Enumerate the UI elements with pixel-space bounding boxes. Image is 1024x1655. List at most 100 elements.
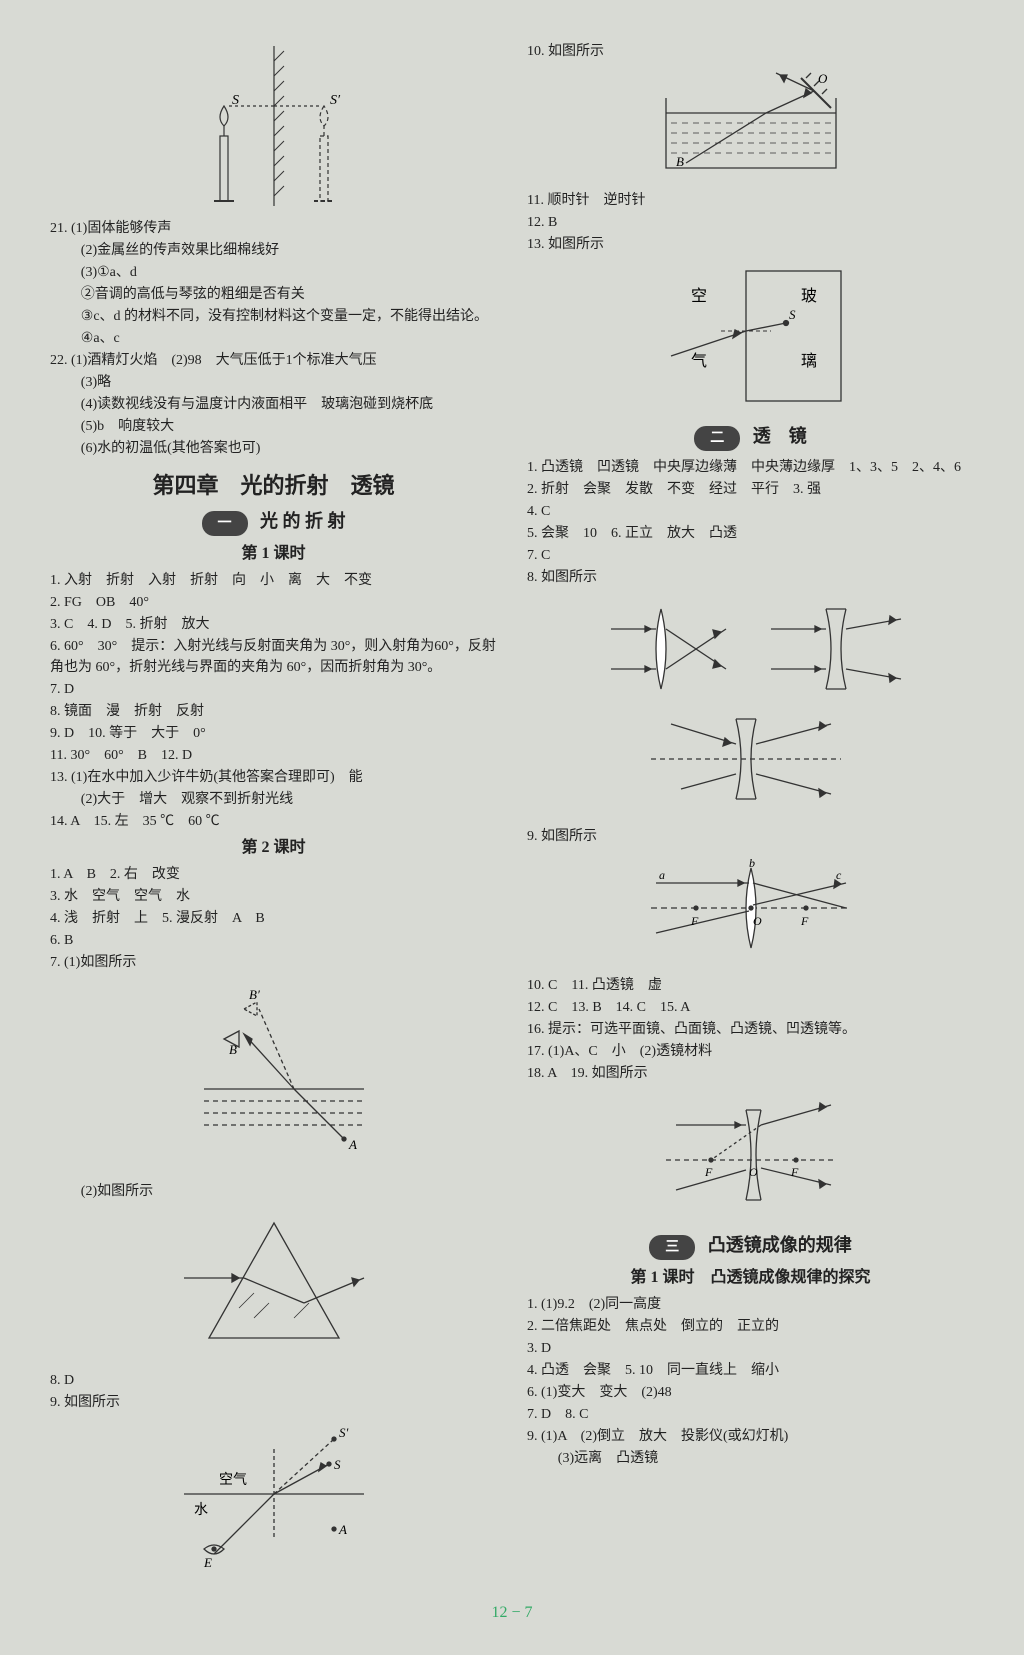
q21-4: ②音调的高低与琴弦的粗细是否有关	[50, 284, 497, 305]
l1-i13b: (2)大于 增大 观察不到折射光线	[50, 789, 497, 810]
q22-5: (6)水的初温低(其他答案也可)	[50, 438, 497, 459]
q21-3: (3)①a、d	[50, 262, 497, 283]
lens19-diagram: F O F	[527, 1090, 974, 1220]
label-b2: B	[676, 154, 684, 169]
chapter-title: 第四章 光的折射 透镜	[50, 469, 497, 502]
l1-i3: 3. C 4. D 5. 折射 放大	[50, 614, 497, 635]
lens9-diagram: a b c F F O	[527, 853, 974, 963]
l1-i2: 2. FG OB 40°	[50, 592, 497, 613]
l1-i11: 11. 30° 60° B 12. D	[50, 745, 497, 766]
label-e: E	[203, 1555, 212, 1569]
s2-i10: 10. C 11. 凸透镜 虚	[527, 975, 974, 996]
right-column: 10. 如图所示	[527, 40, 974, 1581]
label-s: S	[232, 93, 239, 108]
label-air: 空气	[219, 1472, 247, 1488]
page-columns: S S′ 21. (1)固体能够传声 (2)金属丝的传声效果比细棉线好 (3)①…	[50, 40, 974, 1581]
l1-i9: 9. D 10. 等于 大于 0°	[50, 723, 497, 744]
lesson-1-title: 第 1 课时	[50, 542, 497, 566]
s3-i9b: (3)远离 凸透镜	[527, 1448, 974, 1469]
l2-i6: 6. B	[50, 930, 497, 951]
s3-i1: 1. (1)9.2 (2)同一高度	[527, 1294, 974, 1315]
section-2-title: 透 镜	[753, 426, 807, 446]
q22-1: 22. (1)酒精灯火焰 (2)98 大气压低于1个标准大气压	[50, 350, 497, 371]
section-3-header: 三 凸透镜成像的规律	[527, 1232, 974, 1260]
q21-1: 21. (1)固体能够传声	[50, 218, 497, 239]
s3-i7: 7. D 8. C	[527, 1404, 974, 1425]
label-f3: F	[704, 1165, 713, 1179]
label-sp2: S′	[339, 1425, 349, 1440]
label-f2: F	[800, 914, 809, 928]
section-3-title: 凸透镜成像的规律	[708, 1235, 852, 1255]
l1-i7: 7. D	[50, 679, 497, 700]
l1-i14: 14. A 15. 左 35 ℃ 60 ℃	[50, 811, 497, 832]
s2-i12: 12. C 13. B 14. C 15. A	[527, 997, 974, 1018]
section-2-badge: 二	[694, 426, 740, 451]
label-bl: 气	[691, 352, 707, 370]
l2-i4: 4. 浅 折射 上 5. 漫反射 A B	[50, 908, 497, 929]
l1-i13a: 13. (1)在水中加入少许牛奶(其他答案合理即可) 能	[50, 767, 497, 788]
s3-i3: 3. D	[527, 1338, 974, 1359]
l2-i3: 3. 水 空气 空气 水	[50, 886, 497, 907]
s2-i18: 18. A 19. 如图所示	[527, 1063, 974, 1084]
label-s2: S	[334, 1457, 341, 1472]
label-a3: a	[659, 868, 665, 882]
l2-i7a: 7. (1)如图所示	[50, 952, 497, 973]
s3-i4: 4. 凸透 会聚 5. 10 同一直线上 缩小	[527, 1360, 974, 1381]
s2-i5: 5. 会聚 10 6. 正立 放大 凸透	[527, 523, 974, 544]
prism-diagram	[50, 1208, 497, 1358]
l1-i6: 6. 60° 30° 提示：入射光线与反射面夹角为 30°，则入射角为60°，反…	[50, 636, 497, 678]
section-3-badge: 三	[649, 1235, 695, 1260]
label-a2: A	[338, 1522, 347, 1537]
s2-i1: 1. 凸透镜 凹透镜 中央厚边缘薄 中央薄边缘厚 1、3、5 2、4、6	[527, 457, 974, 478]
airglass-diagram: 空 玻 气 璃 S	[527, 261, 974, 411]
left-column: S S′ 21. (1)固体能够传声 (2)金属丝的传声效果比细棉线好 (3)①…	[50, 40, 497, 1581]
label-sp: S′	[330, 93, 341, 108]
section-2-header: 二 透 镜	[527, 423, 974, 451]
q22-4: (5)b 响度较大	[50, 416, 497, 437]
label-s3: S	[789, 307, 796, 322]
l2-i8: 8. D	[50, 1370, 497, 1391]
lesson-3-title: 第 1 课时 凸透镜成像规律的探究	[527, 1266, 974, 1290]
lens3-diagram	[527, 594, 974, 814]
s2-i16: 16. 提示：可选平面镜、凸面镜、凸透镜、凹透镜等。	[527, 1019, 974, 1040]
label-f1: F	[690, 914, 699, 928]
label-b: B	[229, 1042, 237, 1057]
label-bp: B′	[249, 987, 260, 1002]
label-tr: 玻	[801, 287, 817, 305]
label-o2: O	[753, 914, 762, 928]
label-water: 水	[194, 1502, 208, 1518]
s3-i6: 6. (1)变大 变大 (2)48	[527, 1382, 974, 1403]
l2-i7b: (2)如图所示	[50, 1181, 497, 1202]
fishbowl-diagram: O B	[527, 68, 974, 178]
s3-i2: 2. 二倍焦距处 焦点处 倒立的 正立的	[527, 1316, 974, 1337]
label-o3: O	[749, 1165, 758, 1179]
label-c3: c	[836, 868, 842, 882]
page-number: 12 − 7	[50, 1601, 974, 1625]
section-1-badge: 一	[202, 511, 248, 536]
label-b3: b	[749, 856, 755, 870]
label-a: A	[348, 1137, 357, 1152]
candle-mirror-diagram: S S′	[50, 46, 497, 206]
l2-i9: 9. 如图所示	[50, 1392, 497, 1413]
r-i12: 12. B	[527, 212, 974, 233]
q21-6: ④a、c	[50, 328, 497, 349]
r-i11: 11. 顺时针 逆时针	[527, 190, 974, 211]
r-i13: 13. 如图所示	[527, 234, 974, 255]
s2-i7: 7. C	[527, 545, 974, 566]
pool-diagram: 空气 水 S S′ A E	[50, 1419, 497, 1569]
lesson-2-title: 第 2 课时	[50, 836, 497, 860]
q22-2: (3)略	[50, 372, 497, 393]
label-br: 璃	[801, 352, 817, 370]
q21-5: ③c、d 的材料不同，没有控制材料这个变量一定，不能得出结论。	[50, 306, 497, 327]
l1-i1: 1. 入射 折射 入射 折射 向 小 离 大 不变	[50, 570, 497, 591]
q22-3: (4)读数视线没有与温度计内液面相平 玻璃泡碰到烧杯底	[50, 394, 497, 415]
label-f4: F	[790, 1165, 799, 1179]
s2-i4: 4. C	[527, 501, 974, 522]
fish-diagram: B B′ A	[50, 979, 497, 1169]
label-tl: 空	[691, 287, 707, 305]
section-1-header: 一 光 的 折 射	[50, 508, 497, 536]
label-o: O	[818, 71, 828, 86]
s2-i2: 2. 折射 会聚 发散 不变 经过 平行 3. 强	[527, 479, 974, 500]
s2-i9: 9. 如图所示	[527, 826, 974, 847]
s2-i17: 17. (1)A、C 小 (2)透镜材料	[527, 1041, 974, 1062]
